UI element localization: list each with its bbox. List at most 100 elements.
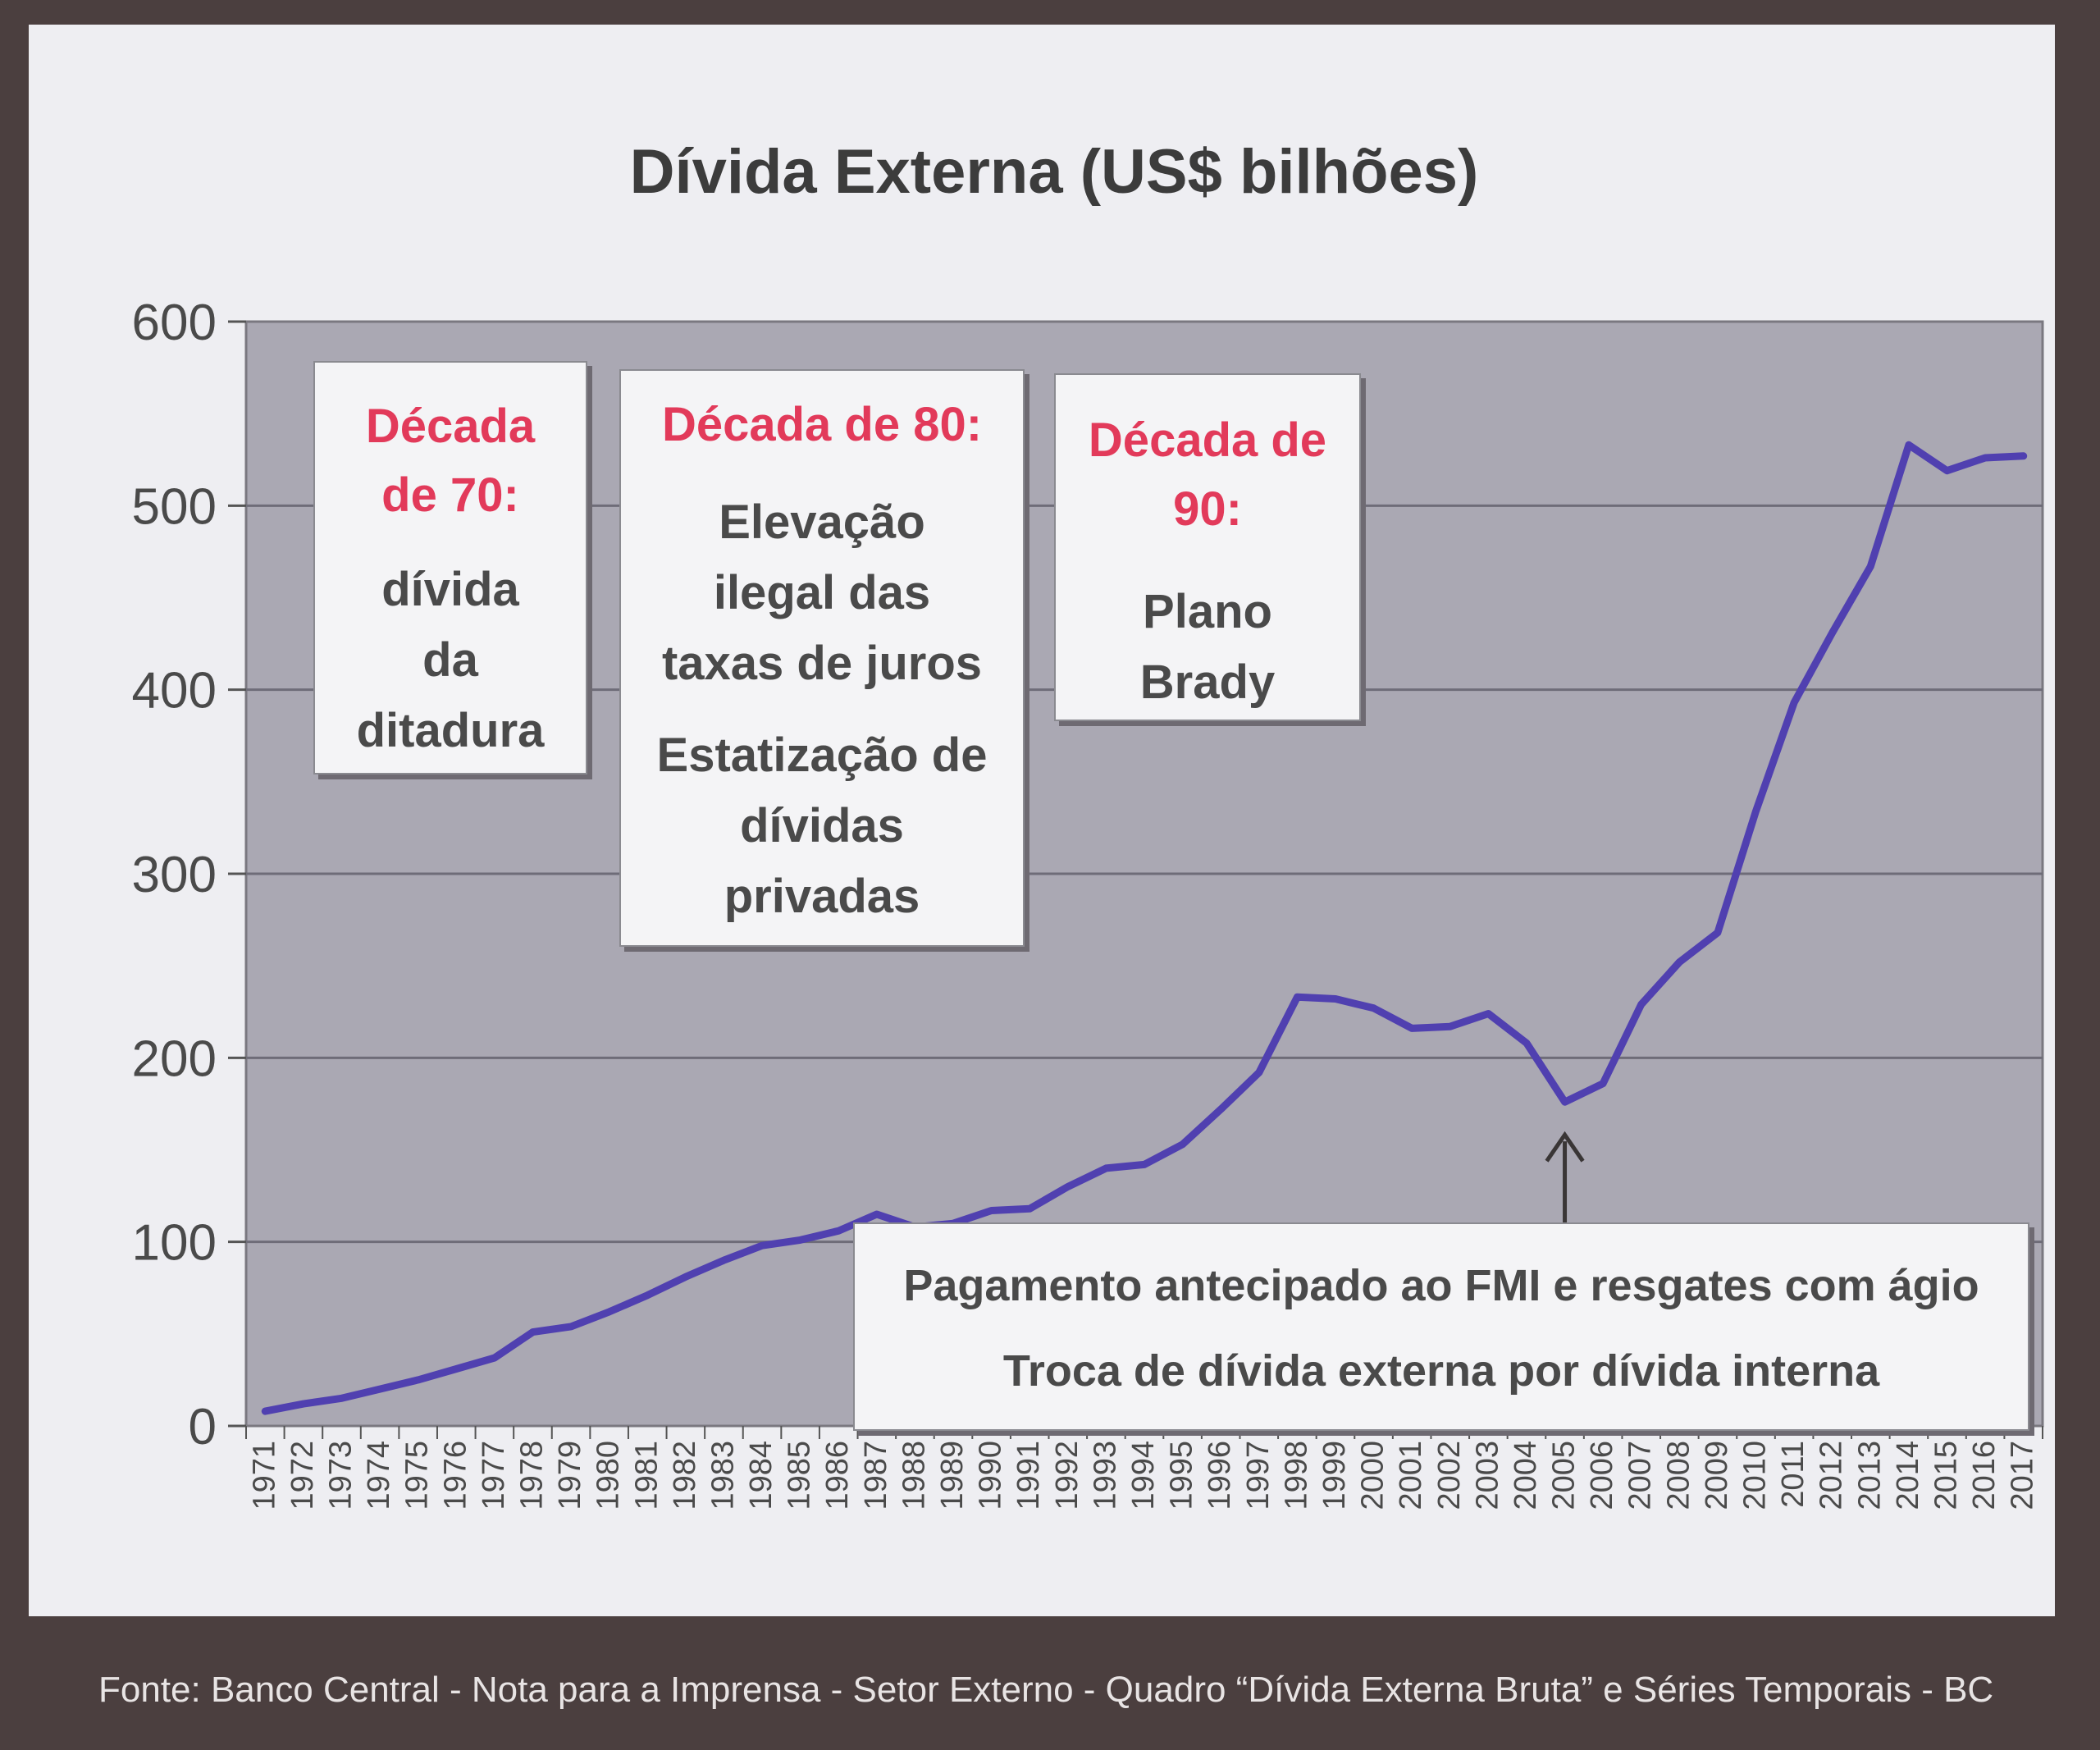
annotation-1980s-head: Década de 80: [661, 398, 983, 451]
data-point-1972 [300, 1401, 306, 1407]
y-tick-label-600: 600 [132, 295, 217, 351]
source-footer: Fonte: Banco Central - Nota para a Impre… [98, 1670, 1994, 1710]
annotation-1980s-line-2: ilegal das [713, 566, 931, 619]
x-tick-label-1973: 1973 [323, 1441, 358, 1510]
annotation-1970s-head-1: Década [365, 400, 536, 453]
x-tick-label-2006: 2006 [1585, 1441, 1619, 1510]
x-tick-label-1992: 1992 [1050, 1441, 1084, 1510]
x-tick-label-1972: 1972 [285, 1441, 320, 1510]
annotation-2005-line-2: Troca de dívida externa por dívida inter… [1002, 1346, 1880, 1396]
x-tick-label-1994: 1994 [1126, 1441, 1161, 1510]
x-tick-label-1974: 1974 [362, 1441, 396, 1510]
data-point-1991 [1027, 1206, 1033, 1212]
data-point-1979 [568, 1323, 574, 1329]
annotation-1990s-head-1: Década de [1088, 414, 1327, 467]
data-point-2009 [1714, 930, 1720, 935]
data-point-2014 [1906, 442, 1911, 448]
data-point-2008 [1677, 959, 1682, 965]
data-point-1998 [1294, 994, 1300, 1000]
x-tick-label-1978: 1978 [514, 1441, 549, 1510]
x-tick-label-2010: 2010 [1738, 1441, 1773, 1510]
x-tick-label-2016: 2016 [1967, 1441, 2002, 1510]
annotation-1980s-line-6: privadas [724, 870, 920, 923]
y-tick-label-500: 500 [132, 478, 217, 535]
data-point-1997 [1256, 1070, 1262, 1076]
data-point-1980 [606, 1309, 612, 1314]
x-tick-label-2004: 2004 [1509, 1441, 1543, 1510]
x-tick-label-1976: 1976 [438, 1441, 472, 1510]
data-point-2001 [1409, 1026, 1415, 1031]
x-tick-label-1979: 1979 [553, 1441, 587, 1510]
data-point-1977 [491, 1355, 497, 1360]
x-tick-label-2007: 2007 [1623, 1441, 1658, 1510]
data-point-2015 [1944, 468, 1950, 473]
data-point-1982 [682, 1274, 688, 1280]
data-point-2017 [2020, 453, 2026, 459]
annotation-1970s-line-2: da [422, 633, 478, 687]
x-tick-label-1997: 1997 [1241, 1441, 1276, 1510]
x-tick-label-2017: 2017 [2006, 1441, 2040, 1510]
annotation-1980s-line-5: dívidas [740, 799, 904, 852]
x-tick-label-1996: 1996 [1203, 1441, 1237, 1510]
x-tick-label-2014: 2014 [1891, 1441, 1925, 1510]
x-tick-label-2000: 2000 [1356, 1441, 1390, 1510]
x-tick-label-1989: 1989 [935, 1441, 970, 1510]
x-tick-label-2002: 2002 [1432, 1441, 1467, 1510]
x-tick-label-1982: 1982 [668, 1441, 702, 1510]
data-point-1990 [988, 1208, 994, 1213]
x-tick-label-1988: 1988 [897, 1441, 931, 1510]
x-tick-label-1981: 1981 [629, 1441, 664, 1510]
x-tick-label-2005: 2005 [1547, 1441, 1582, 1510]
annotation-1980s-line-4: Estatização de [656, 729, 988, 782]
x-tick-label-2003: 2003 [1470, 1441, 1504, 1510]
x-tick-label-1990: 1990 [974, 1441, 1008, 1510]
data-point-1983 [721, 1258, 727, 1263]
annotation-1990s: Década de 90: Plano Brady [1054, 373, 1361, 721]
x-tick-label-2012: 2012 [1815, 1441, 1849, 1510]
x-tick-label-1987: 1987 [859, 1441, 893, 1510]
data-point-1985 [797, 1237, 803, 1243]
x-tick-label-2015: 2015 [1929, 1441, 1964, 1510]
data-point-1993 [1103, 1165, 1109, 1171]
x-tick-label-1993: 1993 [1088, 1441, 1122, 1510]
arrow-2005-head [1545, 1131, 1585, 1163]
x-tick-label-1977: 1977 [477, 1441, 511, 1510]
x-tick-label-1975: 1975 [400, 1441, 435, 1510]
annotation-1970s-head-2: de 70: [381, 468, 519, 522]
annotation-2005-line-1: Pagamento antecipado ao FMI e resgates c… [903, 1261, 1979, 1310]
x-tick-label-1998: 1998 [1279, 1441, 1313, 1510]
data-point-1974 [377, 1387, 383, 1392]
x-tick-label-1983: 1983 [705, 1441, 740, 1510]
data-point-2006 [1600, 1081, 1606, 1086]
slide: Dívida Externa (US$ bilhões) 0 100 200 300 40… [29, 25, 2055, 1616]
x-tick-label-2013: 2013 [1852, 1441, 1887, 1510]
x-tick-label-2001: 2001 [1394, 1441, 1428, 1510]
annotation-1980s: Década de 80: Elevação ilegal das taxas … [619, 369, 1025, 947]
data-point-1976 [454, 1366, 459, 1372]
x-tick-label-1971: 1971 [247, 1441, 281, 1510]
data-point-2016 [1983, 455, 1988, 461]
x-tick-label-1999: 1999 [1317, 1441, 1352, 1510]
data-point-2011 [1792, 700, 1797, 706]
y-tick-label-0: 0 [189, 1399, 217, 1455]
chart-title: Dívida Externa (US$ bilhões) [630, 137, 1479, 207]
data-point-2013 [1868, 564, 1874, 569]
x-tick-label-2011: 2011 [1776, 1441, 1810, 1508]
data-point-1984 [760, 1243, 765, 1249]
data-point-1973 [339, 1396, 345, 1401]
x-tick-label-1995: 1995 [1165, 1441, 1199, 1510]
x-tick-label-1986: 1986 [820, 1441, 855, 1510]
data-point-1992 [1065, 1184, 1071, 1190]
annotation-1990s-head-2: 90: [1173, 482, 1242, 536]
annotation-1970s: Década de 70: dívida da ditadura [313, 361, 587, 774]
data-point-1999 [1332, 996, 1338, 1002]
data-point-1996 [1218, 1107, 1224, 1113]
data-point-1975 [415, 1377, 421, 1382]
x-tick-label-2008: 2008 [1661, 1441, 1696, 1510]
data-point-1978 [530, 1329, 536, 1335]
annotation-1970s-line-3: ditadura [356, 704, 545, 757]
data-point-1987 [874, 1212, 879, 1218]
x-tick-label-1984: 1984 [744, 1441, 778, 1510]
data-point-2000 [1371, 1005, 1376, 1011]
data-point-2007 [1638, 1002, 1644, 1008]
